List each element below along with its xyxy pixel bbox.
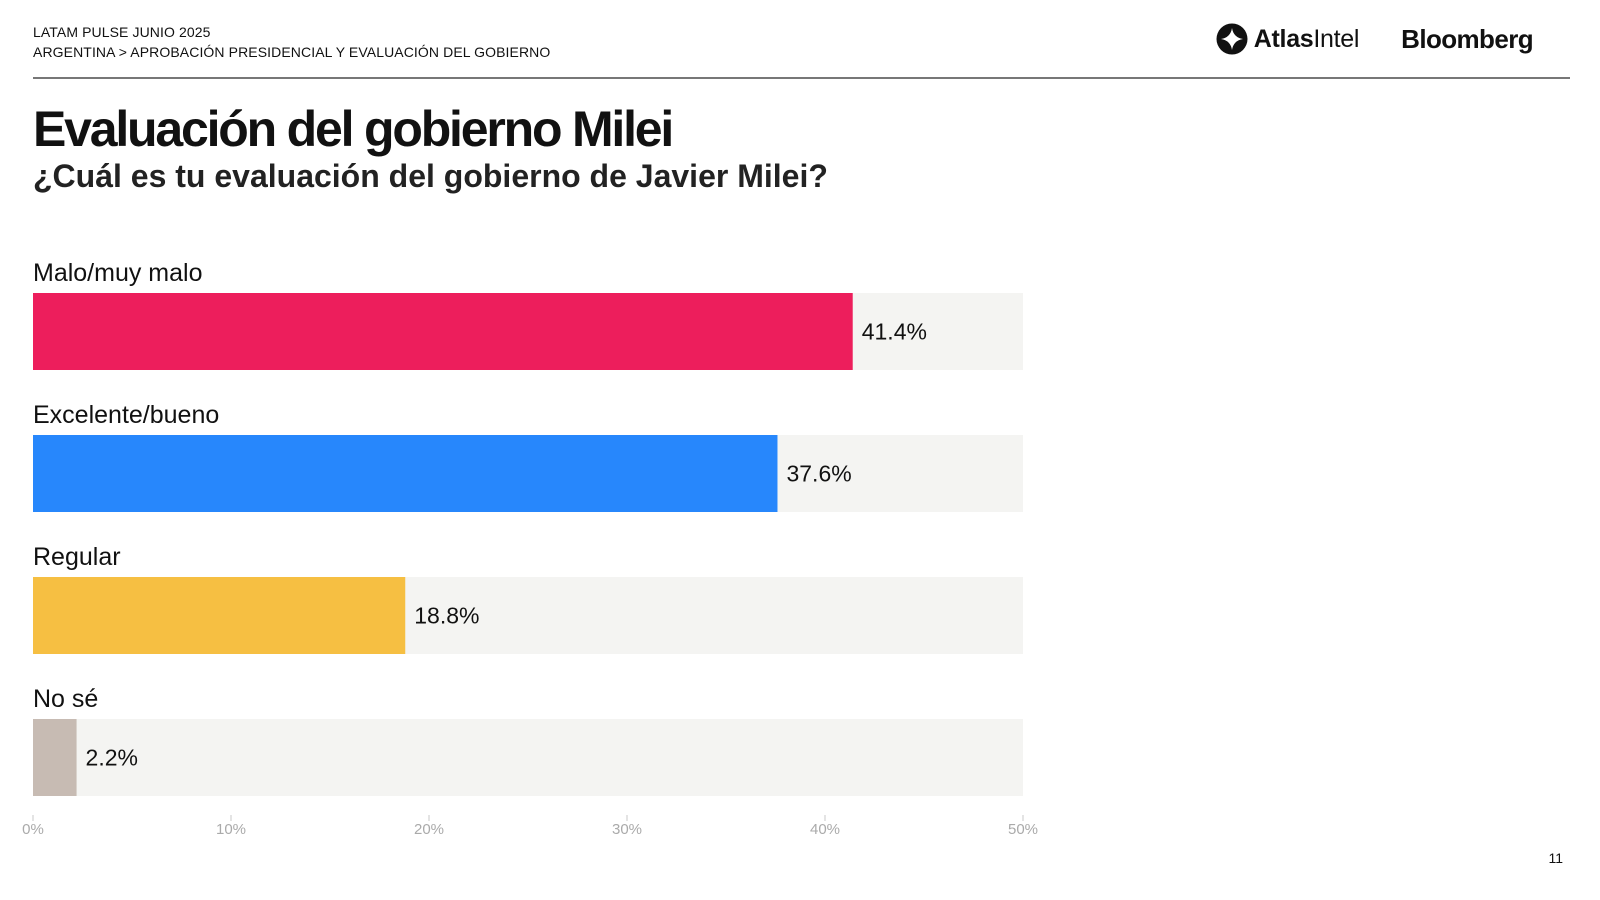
bar [33,577,406,654]
category-label: Regular [33,543,121,571]
atlasintel-wordmark: AtlasIntel [1253,24,1360,53]
x-tick-label: 30% [612,821,642,838]
page-number: 11 [1548,850,1563,866]
value-label: 41.4% [862,319,927,345]
page-title: Evaluación del gobierno Milei [33,101,674,157]
value-label: 37.6% [786,461,851,487]
value-label: 2.2% [86,745,138,771]
logos: AtlasIntel Bloomberg [1216,22,1534,56]
value-label: 18.8% [414,603,479,629]
question-subtitle: ¿Cuál es tu evaluación del gobierno de J… [33,158,828,194]
breadcrumb-path: ARGENTINA > APROBACIÓN PRESIDENCIAL Y EV… [33,44,551,60]
bloomberg-logo: Bloomberg [1401,23,1533,54]
header-divider [33,77,1570,79]
bar [33,293,853,370]
header-breadcrumb: LATAM PULSE JUNIO 2025 ARGENTINA > APROB… [33,22,550,62]
atlasintel-logo: AtlasIntel [1216,23,1359,55]
x-tick-label: 20% [414,821,444,838]
x-tick-label: 0% [22,821,44,838]
x-tick-label: 10% [216,821,246,838]
bar [33,435,778,512]
x-tick-label: 40% [810,821,840,838]
x-tick-label: 50% [1008,821,1038,838]
category-label: Excelente/bueno [33,401,219,429]
atlasintel-logo-icon [1216,23,1248,55]
report-name: LATAM PULSE JUNIO 2025 [33,24,211,40]
category-label: Malo/muy malo [33,259,203,287]
bar-track [33,719,1023,796]
category-label: No sé [33,685,98,713]
bar [33,719,77,796]
